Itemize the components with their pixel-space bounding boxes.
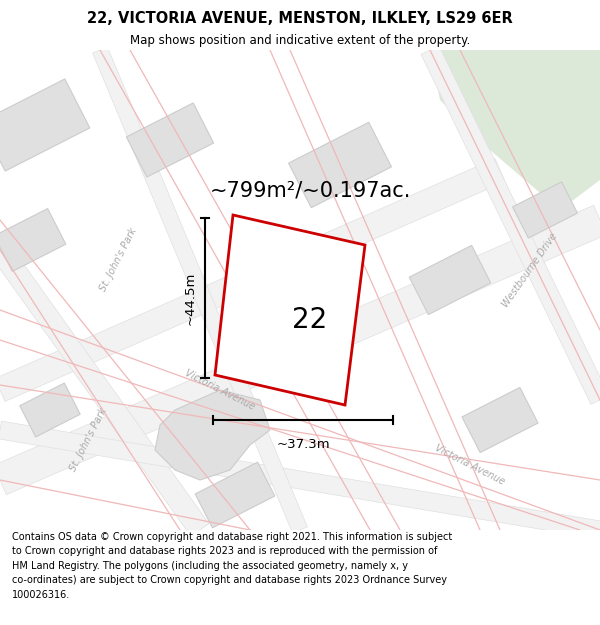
Polygon shape bbox=[92, 47, 307, 533]
Text: Map shows position and indicative extent of the property.: Map shows position and indicative extent… bbox=[130, 34, 470, 47]
Text: Victoria Avenue: Victoria Avenue bbox=[433, 443, 506, 487]
Polygon shape bbox=[0, 206, 600, 494]
Text: 22, VICTORIA AVENUE, MENSTON, ILKLEY, LS29 6ER: 22, VICTORIA AVENUE, MENSTON, ILKLEY, LS… bbox=[87, 11, 513, 26]
Text: 22: 22 bbox=[292, 306, 327, 334]
Text: ~799m²/~0.197ac.: ~799m²/~0.197ac. bbox=[210, 180, 412, 200]
Text: Victoria Avenue: Victoria Avenue bbox=[184, 368, 257, 412]
Polygon shape bbox=[430, 50, 600, 210]
Text: ~44.5m: ~44.5m bbox=[184, 271, 197, 325]
Polygon shape bbox=[127, 103, 214, 177]
Polygon shape bbox=[289, 122, 391, 208]
Polygon shape bbox=[195, 462, 275, 528]
Text: Contains OS data © Crown copyright and database right 2021. This information is : Contains OS data © Crown copyright and d… bbox=[12, 532, 452, 599]
Text: ~37.3m: ~37.3m bbox=[276, 438, 330, 451]
Polygon shape bbox=[215, 215, 365, 405]
Polygon shape bbox=[0, 209, 66, 271]
Polygon shape bbox=[0, 244, 209, 536]
Polygon shape bbox=[421, 46, 600, 404]
Polygon shape bbox=[512, 182, 577, 238]
Polygon shape bbox=[0, 79, 90, 171]
Text: St. John's Park: St. John's Park bbox=[68, 407, 109, 473]
Polygon shape bbox=[0, 421, 600, 539]
Text: Westbourne Drive: Westbourne Drive bbox=[500, 231, 559, 309]
Polygon shape bbox=[0, 159, 505, 401]
Polygon shape bbox=[462, 388, 538, 452]
Polygon shape bbox=[409, 246, 491, 314]
Text: St. John's Park: St. John's Park bbox=[98, 227, 139, 293]
Polygon shape bbox=[155, 390, 270, 480]
Polygon shape bbox=[20, 383, 80, 437]
